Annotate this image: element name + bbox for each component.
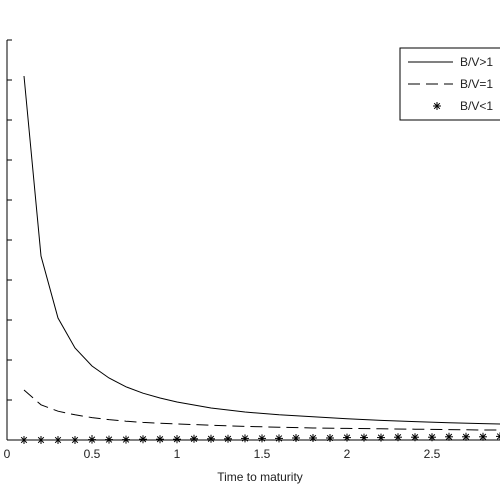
series-point: [292, 434, 300, 442]
series-point: [122, 435, 130, 444]
series-point: [105, 435, 113, 444]
series-point: [54, 436, 62, 444]
series-point: [156, 435, 164, 444]
series-point: [496, 432, 500, 441]
series-layer: [20, 75, 500, 444]
series-line-2: [23, 389, 500, 431]
series-point: [258, 434, 266, 443]
series-point: [411, 433, 419, 442]
series-line-1: [23, 75, 500, 425]
series-point: [173, 435, 181, 444]
series-point: [241, 434, 249, 443]
series-point: [428, 433, 436, 442]
legend-marker: [433, 102, 441, 110]
x-tick-label: 0.5: [84, 447, 101, 461]
series-point: [360, 433, 368, 442]
legend-entry: B/V=1: [460, 77, 493, 91]
series-point: [190, 434, 198, 443]
series-point: [394, 433, 402, 442]
series-point: [462, 432, 470, 441]
series-point: [37, 436, 45, 444]
x-tick-label: 2.5: [424, 447, 441, 461]
series-point: [71, 436, 79, 444]
x-tick-label: 1.5: [254, 447, 271, 461]
series-point: [377, 433, 385, 442]
series-point: [88, 435, 96, 444]
series-point: [343, 433, 351, 442]
series-point: [275, 434, 283, 443]
series-point: [224, 434, 232, 443]
series-point: [139, 435, 147, 444]
series-point: [207, 434, 215, 443]
x-tick-label: 0: [4, 447, 11, 461]
legend: B/V>1 B/V=1 B/V<1: [399, 47, 500, 121]
x-tick-label: 1: [174, 447, 181, 461]
series-point: [445, 432, 453, 441]
legend-entry: B/V<1: [460, 99, 493, 113]
x-axis-label: Time to maturity: [217, 470, 303, 484]
series-point: [20, 436, 28, 444]
legend-entry: B/V>1: [460, 55, 493, 69]
series-point: [326, 434, 334, 442]
series-point: [479, 432, 487, 441]
x-tick-label: 2: [344, 447, 351, 461]
series-point: [309, 434, 317, 442]
